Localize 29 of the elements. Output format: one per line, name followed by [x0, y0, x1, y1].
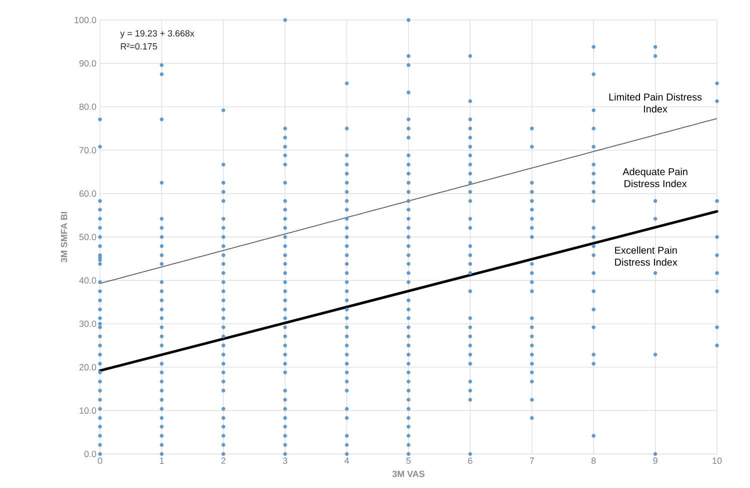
- y-tick-label: 50.0: [79, 234, 96, 240]
- x-tick-label: 5: [406, 458, 411, 464]
- y-tick-label: 10.0: [80, 407, 96, 414]
- annotation: Limited Pain Distress Index: [609, 93, 702, 113]
- y-tick-label: 40.0: [79, 277, 96, 284]
- x-tick-label: 3: [282, 458, 288, 464]
- x-tick-label: 4: [344, 458, 350, 464]
- y-axis-title: 3M SMFA BI: [60, 212, 68, 262]
- y-tick-label: 90.0: [79, 60, 96, 67]
- annotation: R²=0.175: [120, 43, 157, 50]
- x-tick-label: 1: [160, 458, 164, 464]
- x-axis-title: 3M VAS: [392, 470, 425, 478]
- x-tick-label: 10: [712, 458, 722, 464]
- annotation: Adequate Pain Distress Index: [622, 168, 688, 188]
- annotation: Excellent Pain Distress Index: [615, 246, 678, 266]
- y-tick-label: 60.0: [79, 190, 96, 197]
- y-tick-label: 80.0: [79, 104, 96, 110]
- y-tick-label: 30.0: [79, 320, 96, 327]
- x-tick-label: 2: [221, 458, 226, 464]
- y-tick-label: 100.0: [74, 16, 96, 24]
- x-tick-label: 6: [468, 458, 472, 464]
- x-tick-label: 8: [592, 458, 596, 464]
- annotation: y = 19.23 + 3.668x: [120, 30, 194, 38]
- y-tick-label: 0.0: [84, 450, 96, 458]
- x-tick-label: 9: [653, 458, 658, 464]
- y-tick-label: 20.0: [79, 364, 96, 370]
- y-tick-label: 70.0: [79, 147, 96, 154]
- x-tick-label: 7: [530, 458, 534, 464]
- x-tick-label: 0: [98, 458, 102, 464]
